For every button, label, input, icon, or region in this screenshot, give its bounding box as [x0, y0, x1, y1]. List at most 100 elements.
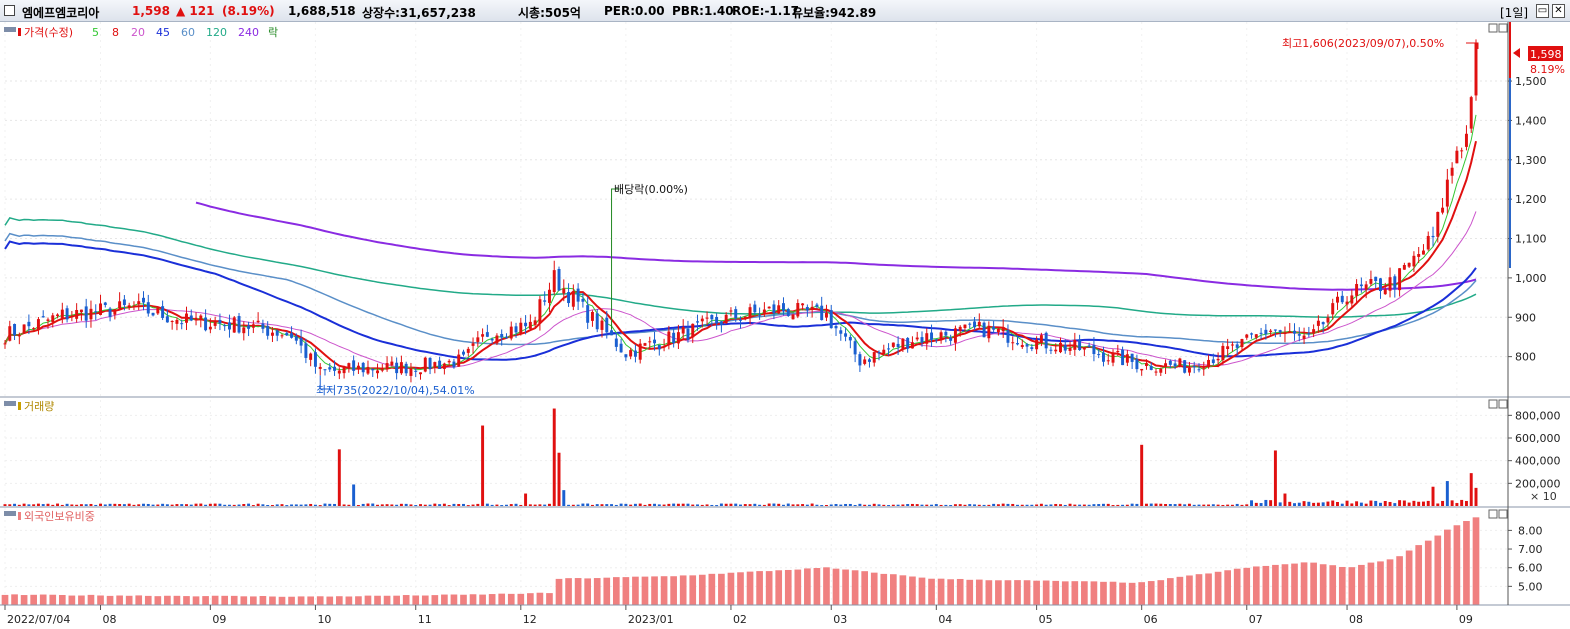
foreign-bar	[1119, 582, 1126, 605]
volume-bar	[366, 503, 370, 506]
volume-bar	[70, 504, 74, 506]
last-price-box	[1528, 46, 1563, 61]
foreign-bar	[1138, 582, 1146, 605]
volume-bar	[887, 505, 891, 507]
volume-legend: 거래량	[4, 400, 54, 413]
close-button[interactable]: ✕	[1552, 4, 1565, 18]
volume-bar	[270, 505, 274, 507]
x-tick-label: 2022/07/04	[7, 613, 70, 626]
volume-bar	[1250, 500, 1254, 506]
volume-minimize-button	[1488, 399, 1498, 409]
volume-bar	[103, 504, 107, 506]
volume-bar	[1383, 501, 1387, 506]
candle-body	[1302, 335, 1306, 339]
foreign-bar	[259, 596, 267, 605]
trade-volume: 1,688,518	[288, 4, 356, 18]
volume-bar	[968, 504, 972, 506]
candle-body	[643, 343, 647, 346]
volume-bar	[156, 504, 160, 506]
candle-body	[920, 337, 924, 343]
legend-marker-icon	[18, 28, 21, 36]
candle-body	[1049, 349, 1053, 351]
candle-body	[390, 361, 394, 366]
candle-body	[1393, 276, 1397, 290]
candle-body	[1359, 284, 1363, 287]
candle-body	[108, 308, 112, 317]
volume-bar	[643, 504, 647, 506]
volume-bar	[877, 504, 881, 506]
volume-bar	[476, 503, 480, 506]
candle-body	[552, 270, 556, 293]
volume-bar	[1269, 500, 1273, 506]
foreign-bar	[1453, 525, 1461, 605]
volume-bar	[700, 504, 704, 506]
candle-body	[41, 316, 45, 318]
select-checkbox[interactable]	[4, 5, 15, 16]
legend-volume: 거래량	[24, 400, 54, 413]
foreign-bar	[278, 596, 286, 605]
high-annotation: 최고1,606(2023/09/07),0.50%	[1282, 37, 1444, 50]
foreign-bar	[479, 594, 486, 605]
foreign-minimize-button	[1488, 509, 1498, 519]
candle-body	[1187, 367, 1191, 373]
candle-body	[700, 318, 704, 322]
stock-chart[interactable]: 800 900 1,000 1,100 1,200 1,300 1,400 1,500 200,…	[0, 22, 1570, 629]
foreign-bar	[441, 594, 448, 605]
candle-body	[1116, 351, 1120, 353]
panel-handle-icon[interactable]	[4, 511, 16, 516]
volume-bar	[108, 503, 112, 506]
candle-body	[748, 307, 752, 318]
volume-bar	[1226, 504, 1230, 506]
foreign-bar	[584, 578, 592, 605]
foreign-bar	[794, 569, 802, 605]
volume-bar	[1087, 504, 1091, 506]
foreign-bar	[374, 595, 381, 605]
candle-body	[1221, 345, 1225, 361]
candle-body	[1312, 329, 1316, 334]
candle-body	[36, 319, 40, 330]
foreign-bar	[546, 593, 553, 605]
period-selector[interactable]: [1일]	[1500, 6, 1529, 20]
volume-bar	[662, 504, 666, 506]
restore-button[interactable]: ▭	[1536, 4, 1549, 18]
volume-bar	[175, 504, 179, 506]
x-tick-label: 04	[938, 613, 952, 626]
foreign-tick-label: 8.00	[1518, 524, 1543, 537]
ma120-line	[4, 217, 1477, 318]
candle-body	[433, 362, 437, 368]
foreign-bar	[1090, 581, 1098, 605]
volume-bar	[638, 503, 642, 506]
candle-body	[309, 353, 313, 360]
volume-bar	[867, 504, 871, 506]
pbr-value: PBR:1.40	[672, 4, 734, 18]
foreign-bar	[1071, 581, 1079, 605]
foreign-close-button	[1498, 509, 1508, 519]
candle-body	[1197, 369, 1201, 371]
panel-handle-icon[interactable]	[4, 27, 16, 32]
legend-ma5: 5	[92, 26, 99, 39]
candle-body	[1025, 344, 1029, 347]
volume-bar	[514, 503, 518, 506]
candle-body	[51, 315, 55, 323]
candle-body	[743, 316, 747, 319]
candle-body	[60, 309, 64, 318]
foreign-bar	[823, 567, 830, 605]
candle-body	[1216, 358, 1220, 361]
volume-bar	[600, 504, 604, 506]
volume-bar	[1388, 501, 1392, 506]
candle-body	[1264, 329, 1268, 335]
volume-bar	[1359, 502, 1363, 506]
candle-body	[313, 352, 317, 367]
panel-handle-icon[interactable]	[4, 401, 16, 406]
candle-body	[165, 316, 169, 323]
legend-ma60: 60	[181, 26, 195, 39]
candle-body	[973, 321, 976, 328]
foreign-bar	[1167, 578, 1174, 605]
foreign-bar	[1205, 573, 1212, 605]
price-tick-label: 1,000	[1515, 272, 1547, 285]
volume-bar	[237, 504, 241, 506]
foreign-bar	[1023, 580, 1031, 605]
candle-body	[323, 369, 327, 371]
volume-bar	[1039, 503, 1043, 506]
candle-body	[1316, 320, 1320, 326]
